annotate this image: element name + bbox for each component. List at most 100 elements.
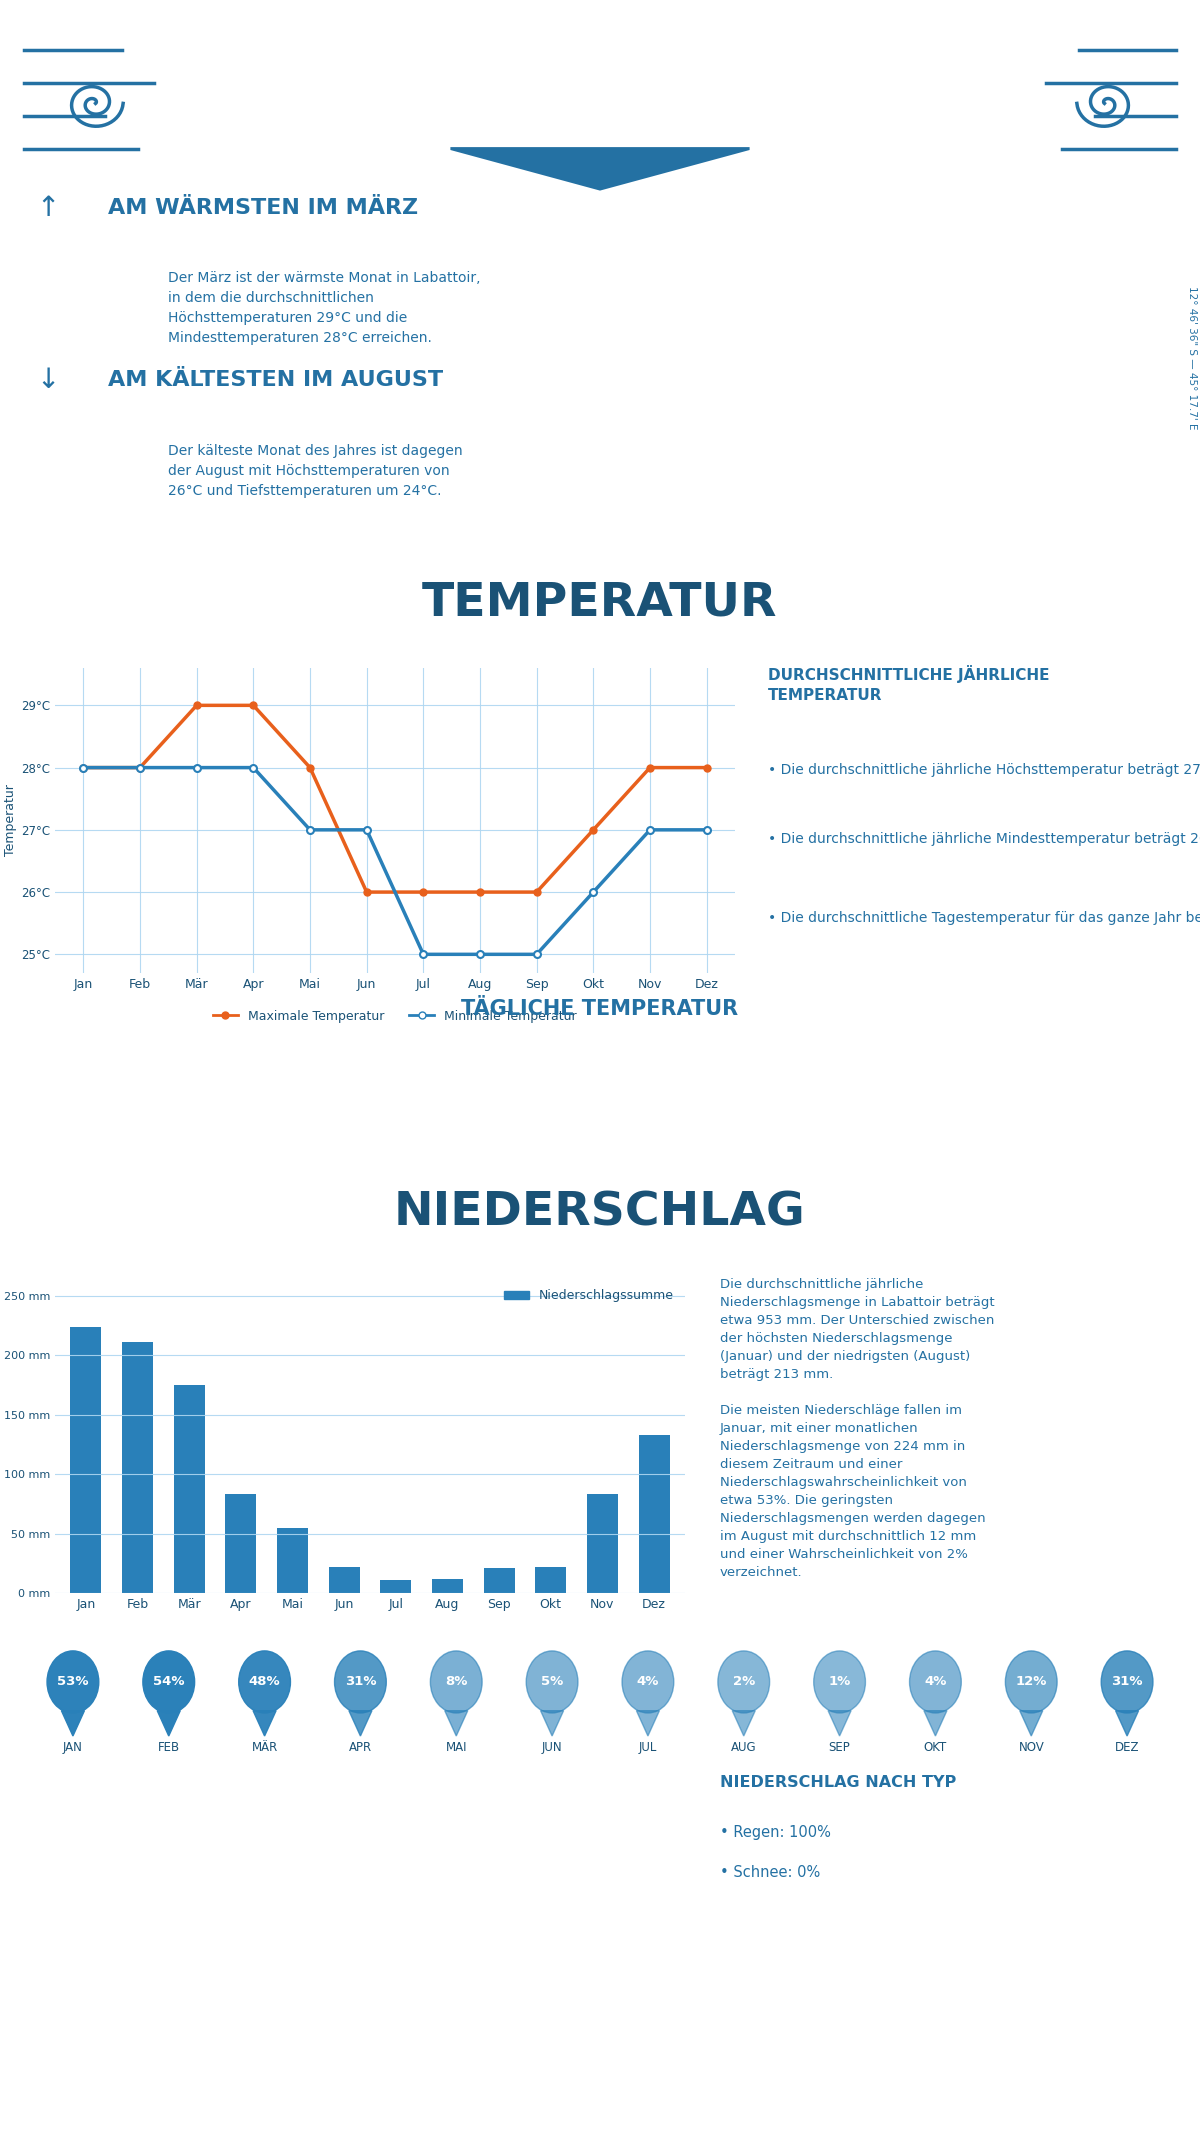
Text: • Die durchschnittliche jährliche Mindesttemperatur beträgt 26.5°C: • Die durchschnittliche jährliche Mindes…	[768, 832, 1200, 845]
Polygon shape	[445, 1710, 468, 1736]
Text: DURCHSCHNITTLICHE JÄHRLICHE
TEMPERATUR: DURCHSCHNITTLICHE JÄHRLICHE TEMPERATUR	[768, 666, 1050, 702]
Text: • Regen: 100%: • Regen: 100%	[720, 1825, 830, 1840]
Legend: Maximale Temperatur, Minimale Temperatur: Maximale Temperatur, Minimale Temperatur	[208, 1006, 582, 1027]
Polygon shape	[450, 148, 750, 190]
Circle shape	[527, 1650, 578, 1712]
Polygon shape	[540, 1710, 564, 1736]
Circle shape	[335, 1650, 386, 1712]
Text: 28°: 28°	[47, 1098, 100, 1126]
Text: Der kälteste Monat des Jahres ist dagegen
der August mit Höchsttemperaturen von
: Der kälteste Monat des Jahres ist dagege…	[168, 443, 463, 499]
Text: 26°: 26°	[910, 1098, 961, 1126]
Text: 1%: 1%	[828, 1676, 851, 1688]
Text: Die durchschnittliche jährliche
Niederschlagsmenge in Labattoir beträgt
etwa 953: Die durchschnittliche jährliche Niedersc…	[720, 1278, 995, 1579]
Polygon shape	[732, 1710, 755, 1736]
Text: JUL: JUL	[631, 1051, 665, 1070]
Circle shape	[910, 1650, 961, 1712]
Text: APR: APR	[349, 1742, 372, 1755]
Polygon shape	[636, 1710, 660, 1736]
Text: FEB: FEB	[157, 1742, 180, 1755]
Text: NOV: NOV	[1019, 1742, 1044, 1755]
Text: 28°: 28°	[1100, 1098, 1153, 1126]
Text: APR: APR	[340, 1051, 380, 1070]
Text: 25°: 25°	[718, 1098, 770, 1126]
Text: AUG: AUG	[722, 1051, 766, 1070]
Polygon shape	[924, 1710, 947, 1736]
Circle shape	[814, 1650, 865, 1712]
Polygon shape	[157, 1710, 180, 1736]
Text: ↓: ↓	[36, 366, 60, 394]
Text: JUN: JUN	[534, 1051, 570, 1070]
Text: LABATTOIR: LABATTOIR	[401, 26, 799, 88]
Bar	[277, 1528, 308, 1592]
Text: 28°: 28°	[143, 1098, 196, 1126]
Text: MÄR: MÄR	[241, 1051, 287, 1070]
Y-axis label: Temperatur: Temperatur	[4, 785, 17, 856]
Polygon shape	[828, 1710, 851, 1736]
Text: 5%: 5%	[541, 1676, 563, 1688]
Text: • Die durchschnittliche Tagestemperatur für das ganze Jahr beträgt 27°C: • Die durchschnittliche Tagestemperatur …	[768, 912, 1200, 924]
Text: JAN: JAN	[55, 1051, 91, 1070]
Bar	[122, 1342, 154, 1592]
Text: NIEDERSCHLAGSWAHRSCHEINLICHKEIT: NIEDERSCHLAGSWAHRSCHEINLICHKEIT	[401, 1618, 799, 1635]
Circle shape	[1006, 1650, 1057, 1712]
Text: 26°: 26°	[622, 1098, 674, 1126]
Text: NOV: NOV	[1009, 1051, 1054, 1070]
Text: • Die durchschnittliche jährliche Höchsttemperatur beträgt 27.4°C: • Die durchschnittliche jährliche Höchst…	[768, 762, 1200, 777]
Bar	[329, 1566, 360, 1592]
Polygon shape	[1116, 1710, 1139, 1736]
Text: 53%: 53%	[58, 1676, 89, 1688]
Text: JUL: JUL	[638, 1742, 658, 1755]
Polygon shape	[61, 1710, 84, 1736]
Circle shape	[1102, 1650, 1153, 1712]
Text: 31%: 31%	[344, 1676, 376, 1688]
Text: NIEDERSCHLAG NACH TYP: NIEDERSCHLAG NACH TYP	[720, 1774, 956, 1789]
Text: 12° 46' 36" S — 45° 17.7' E: 12° 46' 36" S — 45° 17.7' E	[1187, 287, 1196, 430]
Bar	[380, 1579, 412, 1592]
Text: METEOATLAS.DE: METEOATLAS.DE	[971, 2104, 1164, 2125]
Text: DEZ: DEZ	[1108, 1051, 1147, 1070]
Text: SEP: SEP	[821, 1051, 859, 1070]
Bar	[638, 1436, 670, 1592]
Circle shape	[47, 1650, 98, 1712]
Text: MAI: MAI	[437, 1051, 475, 1070]
Bar	[587, 1494, 618, 1592]
Text: MÄR: MÄR	[252, 1742, 277, 1755]
Text: 8%: 8%	[445, 1676, 468, 1688]
Text: CC BY-ND 4.0: CC BY-ND 4.0	[170, 2108, 262, 2121]
Text: JUN: JUN	[541, 1742, 563, 1755]
Polygon shape	[253, 1710, 276, 1736]
Text: MAI: MAI	[445, 1742, 467, 1755]
Bar	[71, 1327, 102, 1592]
Text: SEP: SEP	[829, 1742, 851, 1755]
Bar	[484, 1569, 515, 1592]
Polygon shape	[1020, 1710, 1043, 1736]
Text: FEB: FEB	[150, 1051, 188, 1070]
Polygon shape	[349, 1710, 372, 1736]
Text: MAYOTTE: MAYOTTE	[562, 109, 638, 126]
Circle shape	[239, 1650, 290, 1712]
Text: JAN: JAN	[62, 1742, 83, 1755]
Text: OKT: OKT	[914, 1051, 956, 1070]
Circle shape	[622, 1650, 673, 1712]
Text: 12%: 12%	[1015, 1676, 1046, 1688]
Text: • Schnee: 0%: • Schnee: 0%	[720, 1864, 821, 1881]
Bar	[226, 1494, 257, 1592]
Text: 4%: 4%	[637, 1676, 659, 1688]
Text: 54%: 54%	[154, 1676, 185, 1688]
Text: 28°: 28°	[239, 1098, 290, 1126]
Text: TÄGLICHE TEMPERATUR: TÄGLICHE TEMPERATUR	[462, 999, 738, 1019]
Bar	[174, 1385, 205, 1592]
Text: Der März ist der wärmste Monat in Labattoir,
in dem die durchschnittlichen
Höchs: Der März ist der wärmste Monat in Labatt…	[168, 272, 480, 345]
Text: 26°: 26°	[526, 1098, 578, 1126]
Bar	[432, 1579, 463, 1592]
Text: DEZ: DEZ	[1115, 1742, 1139, 1755]
Text: AUG: AUG	[731, 1742, 756, 1755]
Circle shape	[143, 1650, 194, 1712]
Text: TEMPERATUR: TEMPERATUR	[422, 580, 778, 625]
Text: OKT: OKT	[924, 1742, 947, 1755]
Text: AM KÄLTESTEN IM AUGUST: AM KÄLTESTEN IM AUGUST	[108, 370, 443, 389]
Circle shape	[718, 1650, 769, 1712]
Bar	[535, 1566, 566, 1592]
Text: 48%: 48%	[248, 1676, 281, 1688]
Text: 4%: 4%	[924, 1676, 947, 1688]
